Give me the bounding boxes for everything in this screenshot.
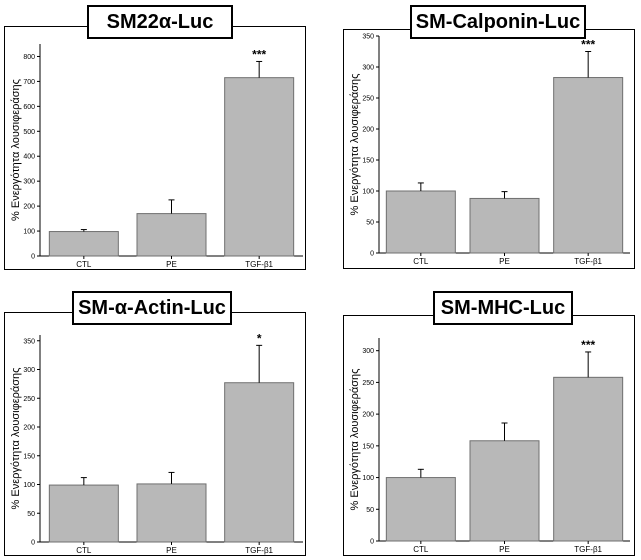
- bar: [224, 77, 295, 257]
- chart-title-sm-a-actin: SM-α-Actin-Luc: [72, 291, 232, 325]
- y-axis-label: % Ενεργότητα λουσιφεράσης: [10, 368, 22, 510]
- y-tick-label: 250: [23, 396, 35, 403]
- y-tick-label: 100: [362, 475, 374, 482]
- chart-panel-sm-a-actin: 0 50 100 150 200 250 300 350 CTL PE * TGF-β1 % Ενεργ…: [4, 312, 306, 556]
- chart-panel-sm-calponin: 0 50 100 150 200 250 300 350 CTL PE *** TGF-β1 % Ενε…: [343, 29, 635, 269]
- x-tick-label: CTL: [413, 545, 429, 554]
- y-tick-label: 400: [23, 154, 35, 161]
- y-tick-label: 50: [366, 507, 374, 514]
- bar: [385, 190, 456, 254]
- y-tick-label: 350: [23, 338, 35, 345]
- y-tick-label: 300: [23, 367, 35, 374]
- chart-title-sm22a: SM22α-Luc: [87, 5, 233, 39]
- x-tick-label: TGF-β1: [245, 260, 273, 269]
- y-tick-label: 200: [362, 412, 374, 419]
- bar: [385, 477, 456, 542]
- x-tick-label: CTL: [413, 257, 429, 266]
- bar: [553, 77, 624, 254]
- x-tick-label: TGF-β1: [245, 546, 273, 555]
- y-axis-label: % Ενεργότητα λουσιφεράσης: [10, 79, 22, 221]
- y-axis-label: % Ενεργότητα λουσιφεράσης: [349, 369, 361, 511]
- bar-chart-sm-calponin: 0 50 100 150 200 250 300 350 CTL PE *** TGF-β1 % Ενε…: [349, 34, 630, 266]
- y-tick-label: 100: [23, 482, 35, 489]
- y-tick-label: 300: [23, 179, 35, 186]
- bar: [469, 197, 540, 254]
- y-tick-label: 800: [23, 54, 35, 61]
- y-tick-label: 200: [23, 204, 35, 211]
- y-tick-label: 300: [362, 65, 374, 72]
- y-tick-label: 350: [362, 34, 374, 41]
- x-tick-label: CTL: [76, 546, 92, 555]
- bar: [48, 484, 119, 543]
- chart-title-sm-mhc: SM-MHC-Luc: [433, 291, 573, 325]
- y-tick-label: 150: [23, 453, 35, 460]
- y-tick-label: 600: [23, 104, 35, 111]
- x-tick-label: PE: [499, 257, 510, 266]
- y-tick-label: 700: [23, 79, 35, 86]
- bar: [136, 213, 207, 257]
- bar-chart-sm22a: 0 100 200 300 400 500 600 700 800 CTL PE *** TGF-β1%…: [10, 44, 303, 269]
- y-tick-label: 0: [370, 251, 374, 258]
- y-tick-label: 0: [31, 540, 35, 547]
- bar: [469, 440, 540, 542]
- y-tick-label: 150: [362, 443, 374, 450]
- y-tick-label: 300: [362, 348, 374, 355]
- chart-title-sm-calponin: SM-Calponin-Luc: [410, 5, 586, 39]
- bar: [224, 382, 295, 543]
- bar: [136, 483, 207, 543]
- y-tick-label: 0: [31, 254, 35, 261]
- y-tick-label: 50: [366, 220, 374, 227]
- x-tick-label: TGF-β1: [574, 257, 602, 266]
- y-tick-label: 200: [23, 425, 35, 432]
- x-tick-label: PE: [166, 546, 177, 555]
- bar: [48, 231, 119, 257]
- y-tick-label: 200: [362, 127, 374, 134]
- bar: [553, 376, 624, 542]
- y-tick-label: 500: [23, 129, 35, 136]
- x-tick-label: TGF-β1: [574, 545, 602, 554]
- x-tick-label: PE: [166, 260, 177, 269]
- chart-panel-sm-mhc: 0 50 100 150 200 250 300 CTL PE *** TGF-β1 % Ενεργό…: [343, 315, 635, 556]
- bar-chart-sm-a-actin: 0 50 100 150 200 250 300 350 CTL PE * TGF-β1 % Ενεργ…: [10, 331, 303, 555]
- y-tick-label: 250: [362, 380, 374, 387]
- y-tick-label: 100: [362, 189, 374, 196]
- y-tick-label: 50: [27, 511, 35, 518]
- y-tick-label: 100: [23, 229, 35, 236]
- x-tick-label: CTL: [76, 260, 92, 269]
- y-tick-label: 0: [370, 539, 374, 546]
- bar-chart-sm-mhc: 0 50 100 150 200 250 300 CTL PE *** TGF-β1 % Ενεργό…: [349, 338, 630, 554]
- y-axis-label: % Ενεργότητα λουσιφεράσης: [349, 74, 361, 216]
- chart-panel-sm22a: 0 100 200 300 400 500 600 700 800 CTL PE *** TGF-β1%…: [4, 26, 306, 270]
- significance-label: ***: [252, 47, 266, 61]
- y-tick-label: 250: [362, 96, 374, 103]
- significance-label: *: [257, 331, 262, 345]
- x-tick-label: PE: [499, 545, 510, 554]
- y-tick-label: 150: [362, 158, 374, 165]
- significance-label: ***: [581, 38, 595, 52]
- significance-label: ***: [581, 338, 595, 352]
